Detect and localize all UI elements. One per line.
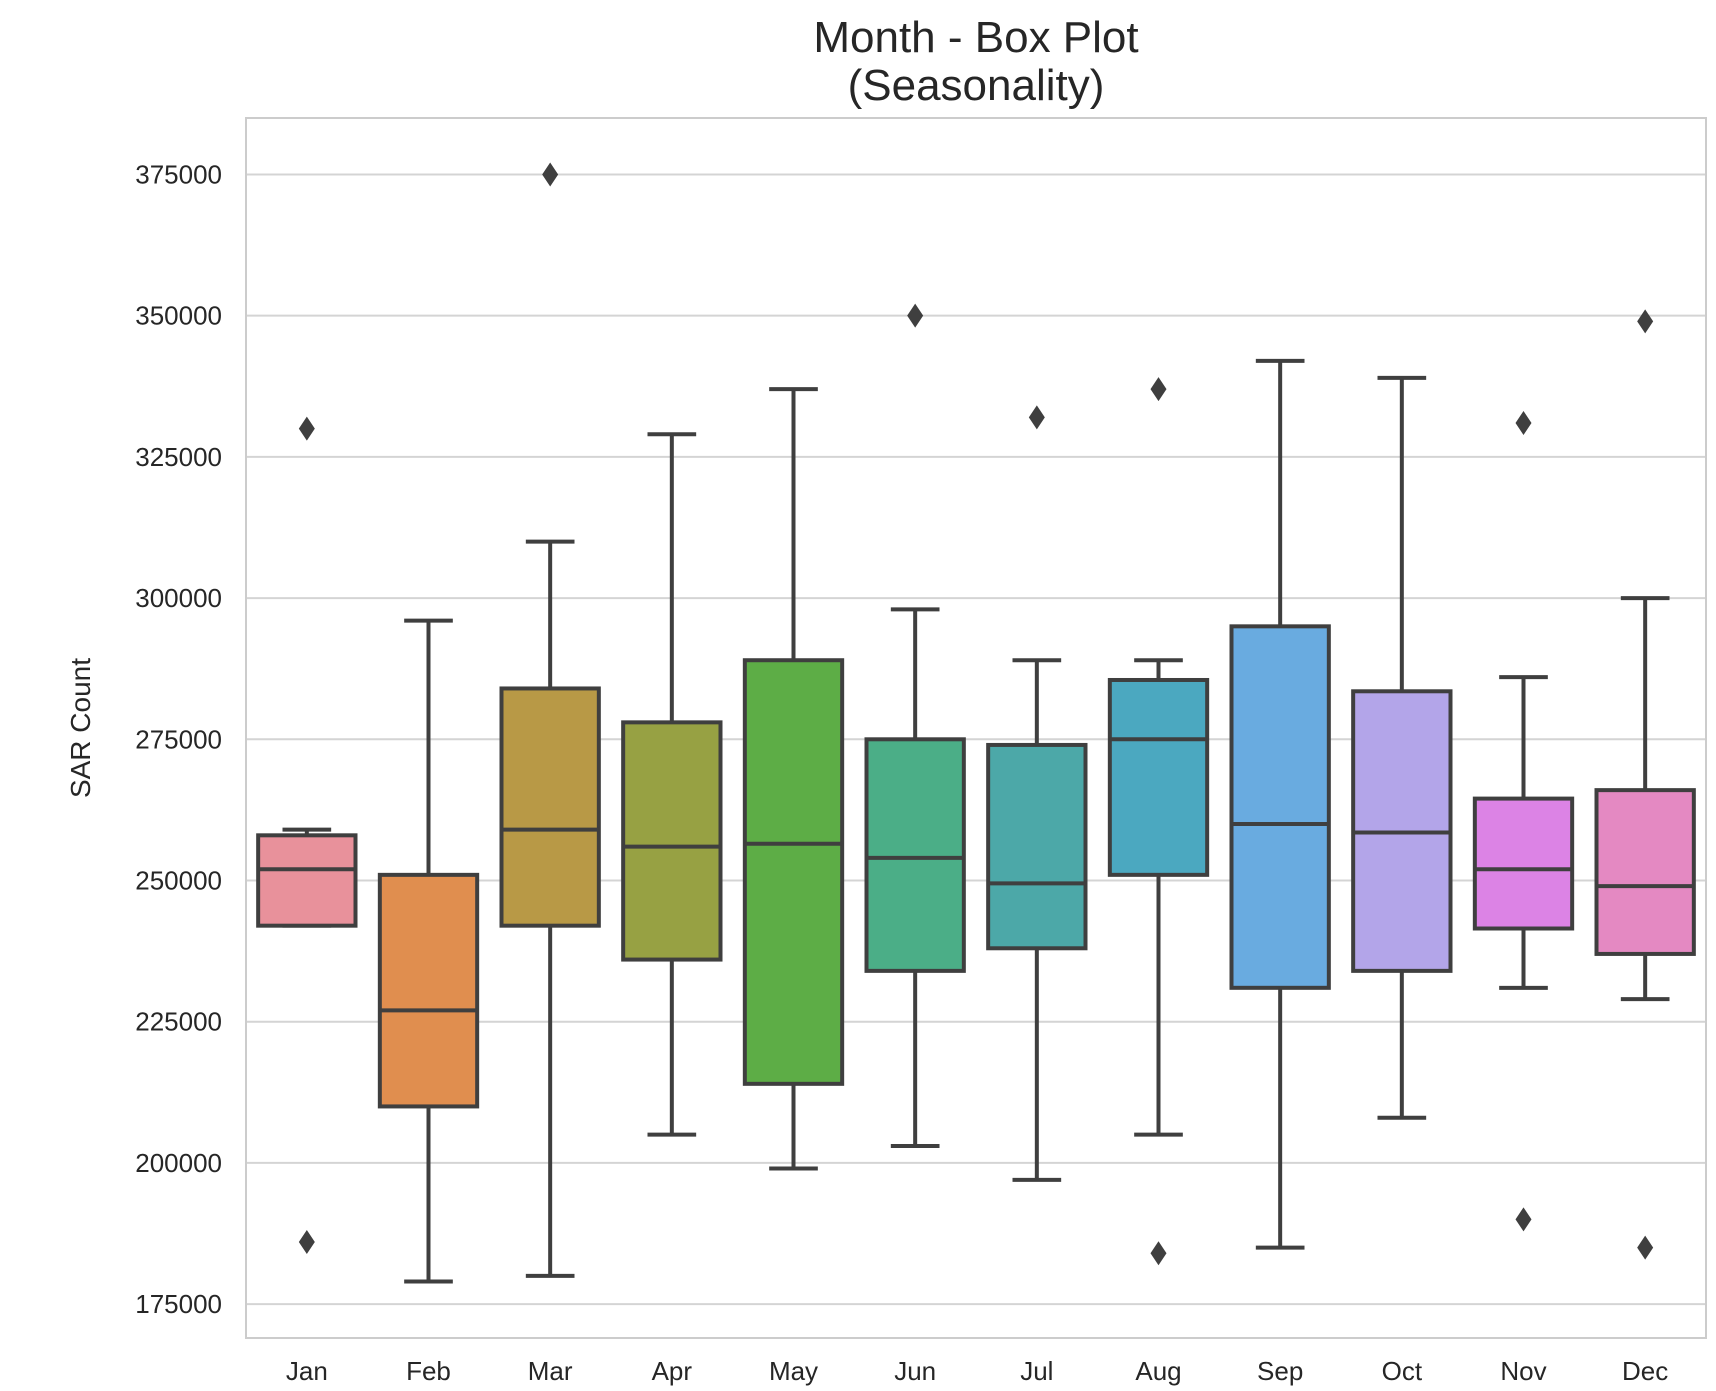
outlier-point (542, 162, 559, 187)
box-mar (499, 162, 601, 1278)
x-tick-label: Nov (1500, 1356, 1546, 1386)
box-oct (1351, 375, 1453, 1120)
iqr-box (499, 686, 601, 928)
outlier-point (1637, 309, 1654, 334)
y-tick-label: 275000 (135, 724, 222, 754)
iqr-box (986, 742, 1088, 951)
y-tick-label: 375000 (135, 159, 222, 189)
x-tick-label: Jul (1020, 1356, 1053, 1386)
x-tick-label: Jun (894, 1356, 936, 1386)
plot-frame (245, 117, 1707, 1339)
outlier-point (298, 1229, 315, 1254)
x-tick-label: Apr (652, 1356, 693, 1386)
iqr-box (742, 658, 845, 1086)
chart-subtitle: (Seasonality) (848, 61, 1105, 110)
box-apr (621, 432, 723, 1137)
box-jan (256, 416, 358, 1254)
outlier-point (1515, 411, 1532, 435)
x-tick-label: Jan (286, 1356, 328, 1386)
y-tick-label: 325000 (135, 442, 222, 472)
y-tick-labels: 175000 200000 225000 250000 275000 300000 3250… (135, 159, 222, 1319)
y-tick-label: 350000 (135, 301, 222, 331)
iqr-box (621, 720, 723, 962)
x-tick-labels: Jan Feb Mar Apr May Jun Jul Aug Sep Oct Nov Dec (286, 1356, 1668, 1386)
box-jun (864, 303, 966, 1148)
outlier-point (1637, 1235, 1654, 1260)
outlier-point (907, 303, 924, 328)
x-tick-label: Oct (1382, 1356, 1423, 1386)
box-feb (377, 618, 480, 1284)
y-tick-label: 300000 (135, 583, 222, 613)
outlier-point (298, 416, 315, 441)
y-tick-label: 225000 (135, 1007, 222, 1037)
iqr-box (377, 872, 480, 1109)
box-may (742, 387, 845, 1171)
box-series (256, 162, 1696, 1284)
x-tick-label: Feb (406, 1356, 451, 1386)
outlier-point (1150, 1241, 1167, 1266)
box-sep (1229, 358, 1331, 1250)
x-tick-label: Aug (1135, 1356, 1181, 1386)
y-axis-label: SAR Count (65, 658, 96, 798)
iqr-box (1107, 677, 1210, 877)
box-dec (1594, 309, 1696, 1260)
iqr-box (864, 737, 966, 973)
grid-lines (246, 173, 1706, 1306)
chart-title: Month - Box Plot (813, 13, 1138, 62)
y-tick-label: 175000 (135, 1289, 222, 1319)
y-tick-label: 250000 (135, 866, 222, 896)
x-tick-label: May (769, 1356, 818, 1386)
x-tick-label: Dec (1622, 1356, 1668, 1386)
outlier-point (1515, 1207, 1532, 1232)
iqr-box (256, 833, 358, 928)
iqr-box (1229, 624, 1331, 990)
iqr-box (1472, 796, 1575, 931)
outlier-point (1150, 377, 1167, 402)
box-aug (1107, 377, 1210, 1266)
x-tick-label: Mar (528, 1356, 573, 1386)
box-jul (986, 405, 1088, 1182)
iqr-box (1594, 788, 1696, 956)
y-tick-label: 200000 (135, 1148, 222, 1178)
outlier-point (1028, 405, 1045, 430)
box-nov (1472, 411, 1575, 1232)
x-tick-label: Sep (1257, 1356, 1303, 1386)
